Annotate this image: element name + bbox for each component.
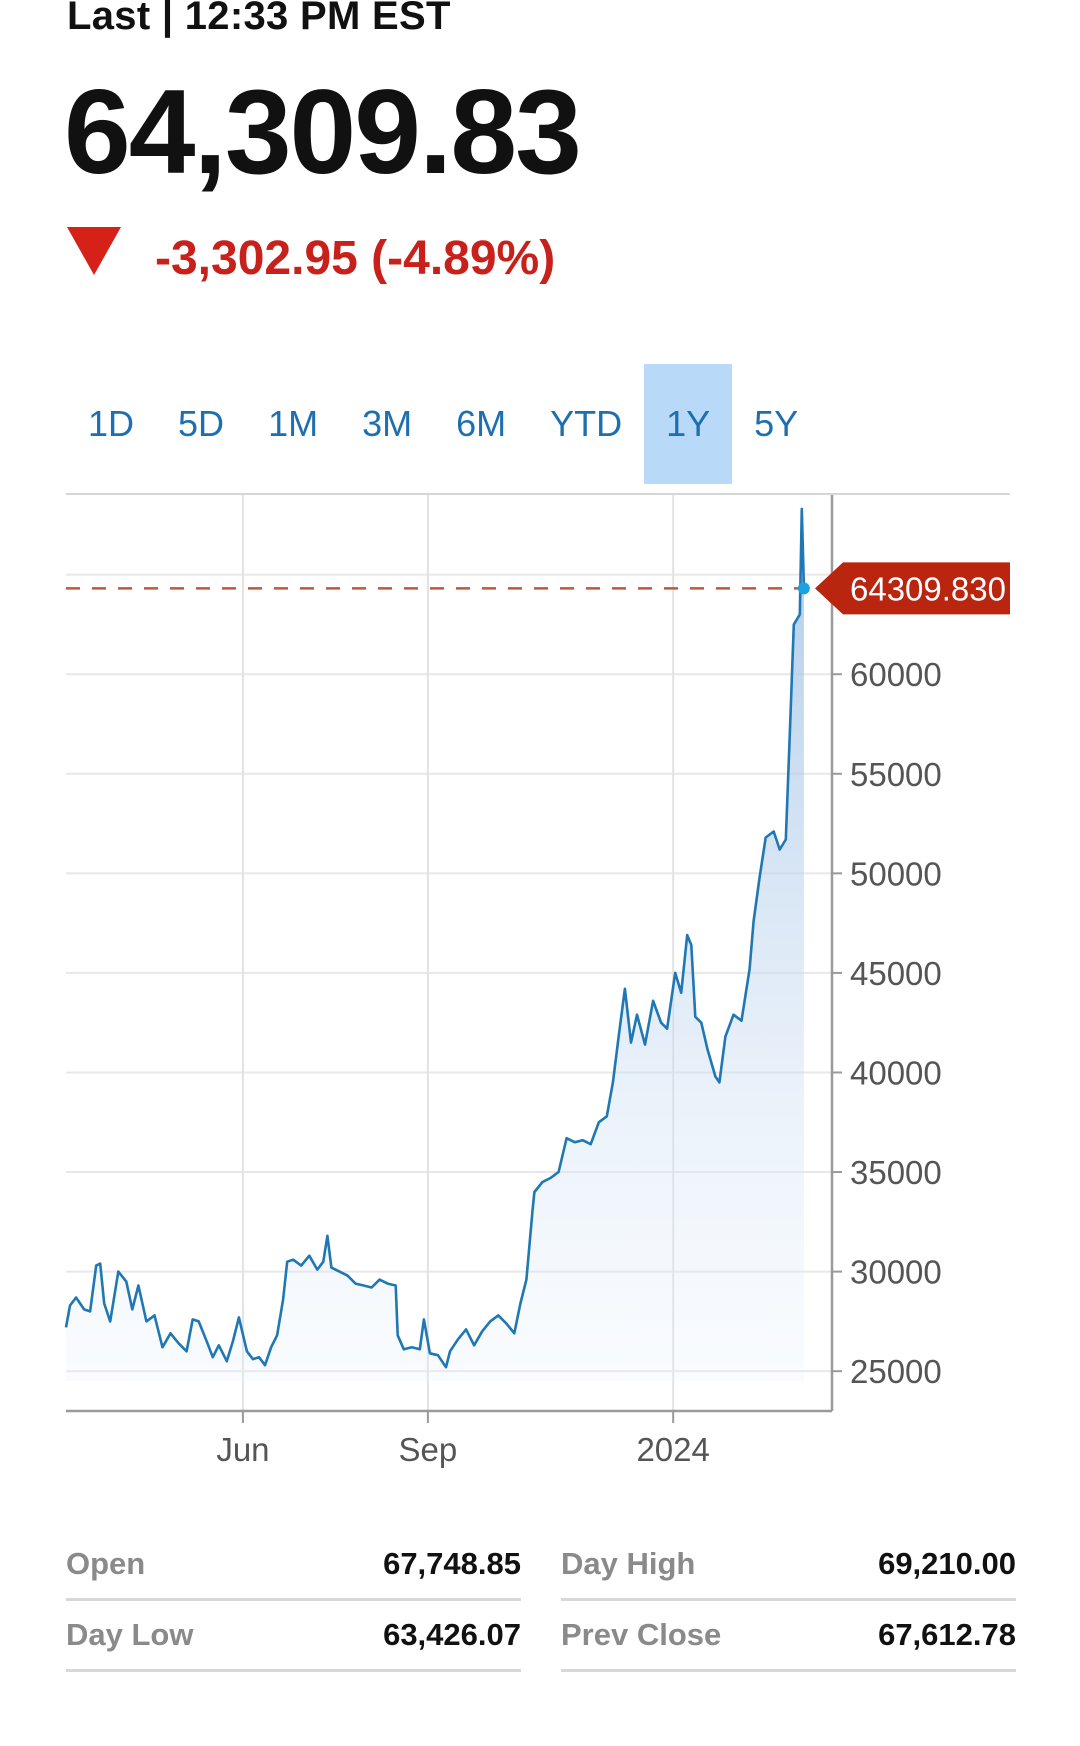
tab-5d[interactable]: 5D [178, 403, 225, 444]
stat-open: Open 67,748.85 [66, 1530, 521, 1601]
stat-label: Day Low [66, 1617, 194, 1652]
y-tick-label: 55000 [850, 756, 942, 793]
tab-5y[interactable]: 5Y [754, 403, 799, 444]
y-tick-label: 30000 [850, 1254, 942, 1291]
stat-value: 69,210.00 [878, 1546, 1016, 1581]
stat-label: Day High [561, 1546, 696, 1581]
stat-label: Open [66, 1546, 146, 1581]
tab-6m[interactable]: 6M [456, 403, 507, 444]
stat-value: 67,748.85 [383, 1546, 521, 1581]
current-value-dot [797, 582, 810, 595]
time-range-tabs: 1D 5D 1M 3M 6M YTD 1Y 5Y [66, 364, 820, 484]
tab-3m[interactable]: 3M [362, 403, 413, 444]
y-tick-label: 50000 [850, 855, 942, 892]
price-change: -3,302.95 (-4.89%) [155, 231, 556, 285]
current-value-tag [815, 562, 1010, 615]
series-area [66, 508, 804, 1381]
y-tick-label: 60000 [850, 656, 942, 693]
current-value-label: 64309.830 [850, 570, 1006, 607]
down-arrow-icon [67, 227, 121, 275]
price-chart[interactable]: 25000 30000 35000 40000 45000 50000 55000 60000… [0, 490, 1080, 1490]
series-line [64, 507, 806, 1369]
tab-1d[interactable]: 1D [88, 403, 135, 444]
tab-ytd[interactable]: YTD [550, 403, 623, 444]
last-update-label: Last | 12:33 PM EST [67, 0, 451, 38]
price-change-row: -3,302.95 (-4.89%) [67, 227, 556, 288]
x-tick-label: Jun [216, 1431, 269, 1468]
x-tick-label: 2024 [636, 1431, 709, 1468]
y-tick-label: 40000 [850, 1054, 942, 1091]
y-tick-label: 25000 [850, 1353, 942, 1390]
stat-day-high: Day High 69,210.00 [561, 1530, 1016, 1601]
y-tick-label: 35000 [850, 1154, 942, 1191]
stat-prev-close: Prev Close 67,612.78 [561, 1601, 1016, 1672]
stat-value: 63,426.07 [383, 1617, 521, 1652]
current-price: 64,309.83 [64, 65, 582, 199]
stat-day-low: Day Low 63,426.07 [66, 1601, 521, 1672]
price-chart-svg: 25000 30000 35000 40000 45000 50000 55000 60000… [64, 493, 1010, 1468]
x-tick-label: Sep [399, 1431, 458, 1468]
tab-1y[interactable]: 1Y [644, 364, 733, 484]
stat-value: 67,612.78 [878, 1617, 1016, 1652]
y-tick-label: 45000 [850, 955, 942, 992]
tab-1m[interactable]: 1M [268, 403, 319, 444]
stat-label: Prev Close [561, 1617, 722, 1652]
